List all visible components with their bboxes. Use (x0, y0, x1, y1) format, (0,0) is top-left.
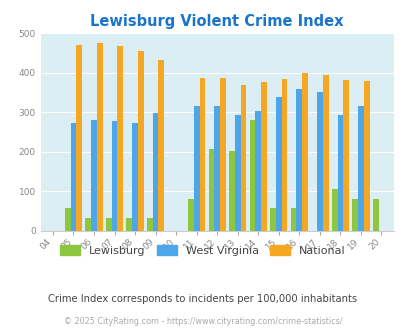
Bar (106, 218, 111, 231)
Bar (91, 120, 97, 231)
Bar (126, 218, 132, 231)
Bar (65, 208, 70, 231)
Bar (214, 106, 220, 231)
Bar (372, 199, 378, 231)
Bar (220, 78, 225, 231)
Bar (117, 46, 123, 231)
Bar (357, 106, 363, 231)
Bar (152, 113, 158, 231)
Bar (331, 189, 337, 231)
Legend: Lewisburg, West Virginia, National: Lewisburg, West Virginia, National (56, 241, 349, 260)
Bar (352, 199, 357, 231)
Bar (363, 81, 369, 231)
Bar (316, 92, 322, 231)
Bar (188, 199, 193, 231)
Bar (199, 78, 205, 231)
Title: Lewisburg Violent Crime Index: Lewisburg Violent Crime Index (90, 14, 343, 29)
Bar (76, 45, 82, 231)
Bar (301, 73, 307, 231)
Bar (97, 43, 102, 231)
Bar (234, 115, 240, 231)
Bar (337, 115, 343, 231)
Text: © 2025 CityRating.com - https://www.cityrating.com/crime-statistics/: © 2025 CityRating.com - https://www.city… (64, 317, 341, 326)
Bar (132, 123, 138, 231)
Bar (193, 106, 199, 231)
Bar (249, 120, 255, 231)
Bar (296, 89, 301, 231)
Bar (158, 60, 164, 231)
Bar (290, 209, 296, 231)
Bar (260, 82, 266, 231)
Bar (147, 218, 152, 231)
Bar (322, 75, 328, 231)
Text: Crime Index corresponds to incidents per 100,000 inhabitants: Crime Index corresponds to incidents per… (48, 294, 357, 304)
Bar (111, 121, 117, 231)
Bar (255, 111, 260, 231)
Bar (269, 209, 275, 231)
Bar (70, 123, 76, 231)
Bar (228, 150, 234, 231)
Bar (275, 97, 281, 231)
Bar (281, 79, 287, 231)
Bar (85, 218, 91, 231)
Bar (138, 51, 143, 231)
Bar (208, 149, 214, 231)
Bar (240, 85, 246, 231)
Bar (343, 80, 348, 231)
